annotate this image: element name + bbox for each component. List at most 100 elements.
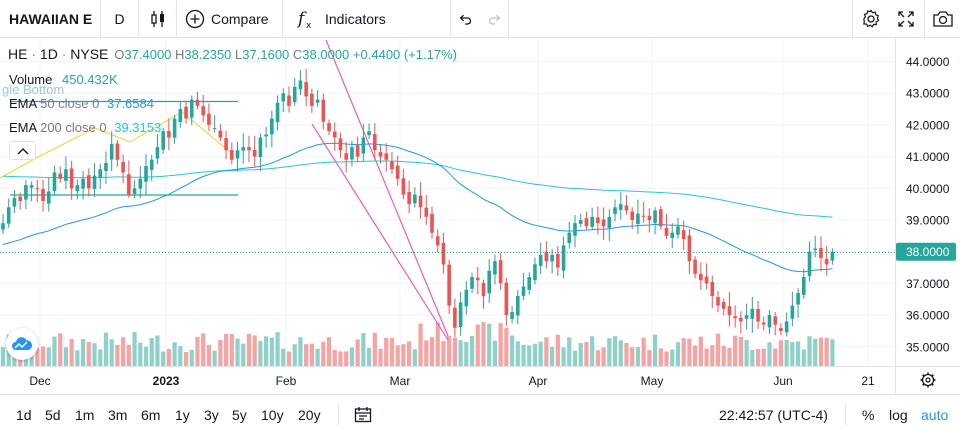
candle bbox=[601, 207, 606, 240]
volume-bar bbox=[46, 347, 51, 366]
price-tick-label: 36.0000 bbox=[906, 309, 950, 323]
divider bbox=[338, 405, 339, 425]
volume-bar bbox=[326, 337, 332, 366]
volume-bar bbox=[246, 333, 252, 366]
candle bbox=[607, 209, 612, 242]
candle bbox=[149, 154, 154, 181]
price-chart[interactable]: 44.0000 43.0000 42.0000 41.0000 40.0000 39.00… bbox=[0, 38, 960, 394]
chart-type-button[interactable] bbox=[139, 0, 177, 38]
candle bbox=[613, 199, 617, 222]
volume-bar bbox=[767, 342, 772, 366]
range-3y[interactable]: 3y bbox=[204, 407, 219, 423]
range-10y[interactable]: 10y bbox=[261, 407, 284, 423]
time-axis[interactable]: Dec 2023 Feb Mar Apr May Jun 21 bbox=[0, 366, 960, 389]
legend-timeframe: 1D bbox=[39, 46, 58, 62]
symbol-search-button[interactable]: HAWAIIAN E bbox=[0, 0, 101, 38]
settings-button[interactable] bbox=[852, 0, 888, 38]
range-5d[interactable]: 5d bbox=[45, 407, 61, 423]
candle bbox=[292, 77, 297, 106]
percent-scale-toggle[interactable]: % bbox=[862, 407, 875, 423]
range-1m[interactable]: 1m bbox=[75, 407, 95, 423]
range-6m[interactable]: 6m bbox=[141, 407, 161, 423]
axis-settings-icon[interactable] bbox=[920, 372, 936, 388]
range-20y[interactable]: 20y bbox=[298, 407, 321, 423]
price-axis[interactable]: 44.0000 43.0000 42.0000 41.0000 40.0000 39.00… bbox=[895, 38, 957, 394]
candle bbox=[681, 220, 686, 251]
volume-bar bbox=[521, 344, 526, 366]
candle bbox=[401, 168, 406, 200]
time-tick-label: Mar bbox=[390, 374, 411, 388]
gear-icon bbox=[862, 9, 879, 28]
candle bbox=[453, 298, 457, 338]
volume-bar bbox=[252, 335, 257, 366]
volume-bar bbox=[223, 333, 229, 366]
range-3m[interactable]: 3m bbox=[108, 407, 128, 423]
candle bbox=[52, 165, 57, 196]
volume-bar bbox=[738, 336, 743, 366]
goto-date-button[interactable] bbox=[354, 406, 372, 426]
range-5y[interactable]: 5y bbox=[232, 407, 247, 423]
time-tick-label: Dec bbox=[29, 374, 50, 388]
legend-sep: · bbox=[31, 46, 37, 62]
candle bbox=[172, 114, 177, 144]
screenshot-button[interactable] bbox=[924, 0, 960, 38]
candle bbox=[790, 291, 795, 327]
volume-bar bbox=[281, 348, 286, 366]
auto-scale-toggle[interactable]: auto bbox=[921, 407, 949, 423]
candle bbox=[264, 126, 268, 148]
volume-bar bbox=[693, 345, 698, 366]
volume-bar bbox=[527, 345, 532, 366]
compare-button[interactable]: Compare bbox=[177, 0, 283, 38]
candle bbox=[252, 135, 257, 167]
last-price-badge bbox=[896, 242, 956, 261]
candle bbox=[104, 151, 108, 184]
volume-bar bbox=[195, 336, 200, 366]
candle bbox=[218, 124, 223, 142]
close-value: 38.0000 bbox=[302, 47, 350, 62]
chart-grid bbox=[0, 38, 895, 367]
redo-icon[interactable] bbox=[487, 11, 503, 27]
candle bbox=[224, 130, 228, 160]
candle bbox=[750, 296, 755, 333]
candle bbox=[18, 192, 22, 210]
candle bbox=[230, 142, 234, 165]
trend-line-lower[interactable] bbox=[311, 123, 449, 341]
log-scale-toggle[interactable]: log bbox=[889, 407, 908, 423]
candle bbox=[807, 241, 812, 282]
range-1d[interactable]: 1d bbox=[16, 407, 32, 423]
candle bbox=[395, 155, 400, 186]
volume-bar bbox=[515, 341, 520, 366]
candle bbox=[350, 140, 354, 167]
volume-bar bbox=[80, 339, 86, 366]
interval-button[interactable]: D bbox=[101, 0, 139, 38]
candle bbox=[321, 93, 326, 130]
close-label: C bbox=[292, 47, 303, 62]
range-1y[interactable]: 1y bbox=[175, 407, 190, 423]
candlestick-series bbox=[1, 68, 835, 338]
volume-bar bbox=[727, 347, 732, 366]
candle bbox=[435, 229, 440, 253]
candle bbox=[235, 141, 240, 172]
fullscreen-button[interactable] bbox=[888, 0, 924, 38]
candle bbox=[744, 303, 749, 330]
volume-bar bbox=[229, 334, 234, 366]
undo-icon[interactable] bbox=[457, 11, 473, 27]
candle bbox=[481, 279, 486, 309]
volume-bar bbox=[681, 338, 686, 366]
volume-bar bbox=[161, 351, 166, 366]
clock-timezone[interactable]: 22:42:57 (UTC-4) bbox=[719, 407, 828, 423]
candle bbox=[699, 262, 703, 290]
volume-bar bbox=[395, 345, 400, 366]
trend-line-upper[interactable] bbox=[325, 39, 449, 337]
svg-text:f: f bbox=[296, 9, 307, 29]
candle bbox=[516, 290, 520, 325]
fullscreen-icon bbox=[898, 11, 914, 27]
ema200-label: EMA bbox=[9, 120, 37, 135]
ema-200-line bbox=[2, 160, 833, 218]
candle bbox=[710, 275, 715, 309]
candle bbox=[487, 259, 491, 303]
time-tick-label: May bbox=[641, 374, 664, 388]
legend-collapse-button[interactable] bbox=[9, 141, 36, 160]
tradingview-logo[interactable] bbox=[6, 328, 38, 360]
